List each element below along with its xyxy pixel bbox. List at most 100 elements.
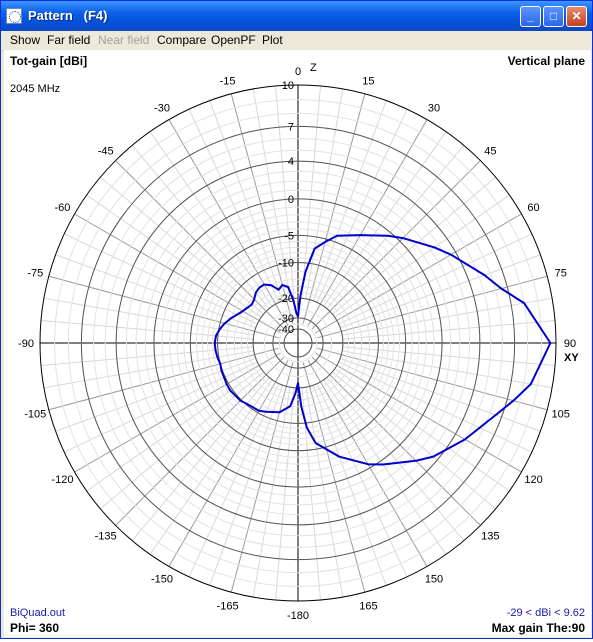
angle-label: 120 [524, 474, 542, 486]
close-button[interactable]: ✕ [566, 6, 587, 27]
grid-ring-minor [233, 278, 363, 408]
grid-ring [283, 328, 313, 358]
grid-ring-minor [176, 221, 420, 465]
grid-ring-minor [125, 170, 471, 516]
radial-tick-label: -20 [278, 293, 294, 305]
phi-label: Phi= 360 [10, 621, 60, 635]
angle-label: -105 [24, 408, 46, 420]
grid-spoke [315, 213, 522, 334]
angle-label: -120 [51, 474, 73, 486]
grid-spoke [307, 119, 428, 326]
grid-spoke [74, 213, 281, 334]
grid-ring-minor [169, 214, 427, 472]
grid-ring [80, 125, 516, 561]
radial-tick-label: 4 [288, 156, 294, 168]
radial-tick-label: -40 [278, 324, 294, 336]
angle-label: -30 [154, 102, 170, 114]
angle-label: -180 [287, 610, 309, 622]
angle-label: 90 [564, 338, 576, 350]
menu-plot[interactable]: Plot [262, 33, 283, 47]
app-icon[interactable] [6, 8, 22, 24]
angle-label: 105 [552, 408, 570, 420]
menu-far-field[interactable]: Far field [47, 33, 91, 47]
grid-ring [272, 317, 324, 369]
grid-ring-minor [195, 240, 401, 446]
frequency-label: 2045 MHz [10, 83, 61, 95]
grid-spoke [230, 93, 294, 324]
grid-ring-minor [54, 99, 542, 587]
grid-ring-minor [135, 180, 461, 506]
gain-label: Tot-gain [dBi] [10, 54, 88, 68]
range-label: -29 < dBi < 9.62 [506, 607, 585, 619]
grid-ring [189, 234, 407, 452]
grid-spoke [115, 160, 285, 330]
minimize-button[interactable]: _ [520, 6, 541, 27]
filename-label: BiQuad.out [10, 607, 66, 619]
grid-spoke [317, 275, 548, 339]
angle-label: 45 [484, 146, 496, 158]
grid-spoke [311, 356, 481, 526]
title-bar[interactable]: Pattern (F4) _ □ ✕ [1, 1, 592, 31]
grid-spoke [302, 362, 366, 593]
angle-label: 15 [362, 75, 374, 87]
angle-label: -165 [217, 601, 239, 613]
grid-ring-minor [144, 189, 452, 497]
grid-spoke [168, 360, 289, 567]
angle-label: -45 [98, 146, 114, 158]
grid-ring [39, 84, 557, 602]
grid-spoke [48, 275, 279, 339]
window-title: Pattern (F4) [28, 8, 108, 23]
angle-label: 165 [359, 601, 377, 613]
axis-xy-label: XY [564, 352, 579, 364]
radial-tick-label: -5 [284, 230, 294, 242]
angle-label: -90 [18, 338, 34, 350]
polar-chart: 10740-5-10-20-30-40015304560759010512013… [18, 62, 579, 622]
plane-label: Vertical plane [507, 54, 585, 68]
grid-ring-minor [93, 138, 503, 548]
grid-spoke [168, 119, 289, 326]
grid-ring-minor [247, 292, 349, 394]
radial-tick-label: 10 [282, 80, 294, 92]
angle-label: 135 [481, 530, 499, 542]
grid-spoke [74, 352, 281, 473]
maximize-button[interactable]: □ [543, 6, 564, 27]
pattern-curve [213, 234, 552, 466]
angle-label: 0 [295, 66, 301, 78]
grid-ring-minor [104, 149, 492, 537]
radial-tick-label: -10 [278, 258, 294, 270]
grid-ring-minor [240, 285, 356, 401]
grid-spoke [115, 356, 285, 526]
angle-label: -15 [220, 75, 236, 87]
grid-spoke [311, 160, 481, 330]
grid-ring [217, 262, 379, 424]
angle-label: -60 [54, 202, 70, 214]
grid-spoke [302, 93, 366, 324]
radial-tick-label: -30 [278, 313, 294, 325]
grid-ring-minor [183, 228, 413, 458]
angle-label: -75 [27, 268, 43, 280]
menu-compare[interactable]: Compare [157, 33, 207, 47]
grid-ring [153, 198, 443, 488]
angle-label: 150 [425, 574, 443, 586]
axis-z-label: Z [310, 62, 317, 74]
angle-label: 30 [428, 102, 440, 114]
max-gain-label: Max gain The:90 [491, 621, 585, 635]
grid-spoke [230, 362, 294, 593]
menu-near-field: Near field [98, 33, 150, 47]
grid-spoke [315, 352, 522, 473]
menu-show[interactable]: Show [10, 33, 41, 47]
grid-ring-minor [278, 323, 318, 363]
grid-ring [115, 160, 481, 526]
grid-ring-minor [207, 252, 389, 434]
menu-openpf[interactable]: OpenPF [211, 33, 256, 47]
grid-spoke [48, 347, 279, 411]
grid-ring-minor [201, 246, 395, 440]
angle-label: -135 [95, 530, 117, 542]
plot-area[interactable]: 10 7 4 0 -5 -10 -20 -30 -40 0 15 30 45 60 75 90 105 120 13… [4, 50, 591, 637]
grid-ring-minor [67, 112, 529, 574]
grid-spoke [317, 347, 548, 411]
grid-ring-minor [212, 257, 384, 429]
grid-ring-minor [161, 206, 435, 480]
grid-ring-minor [225, 270, 371, 416]
